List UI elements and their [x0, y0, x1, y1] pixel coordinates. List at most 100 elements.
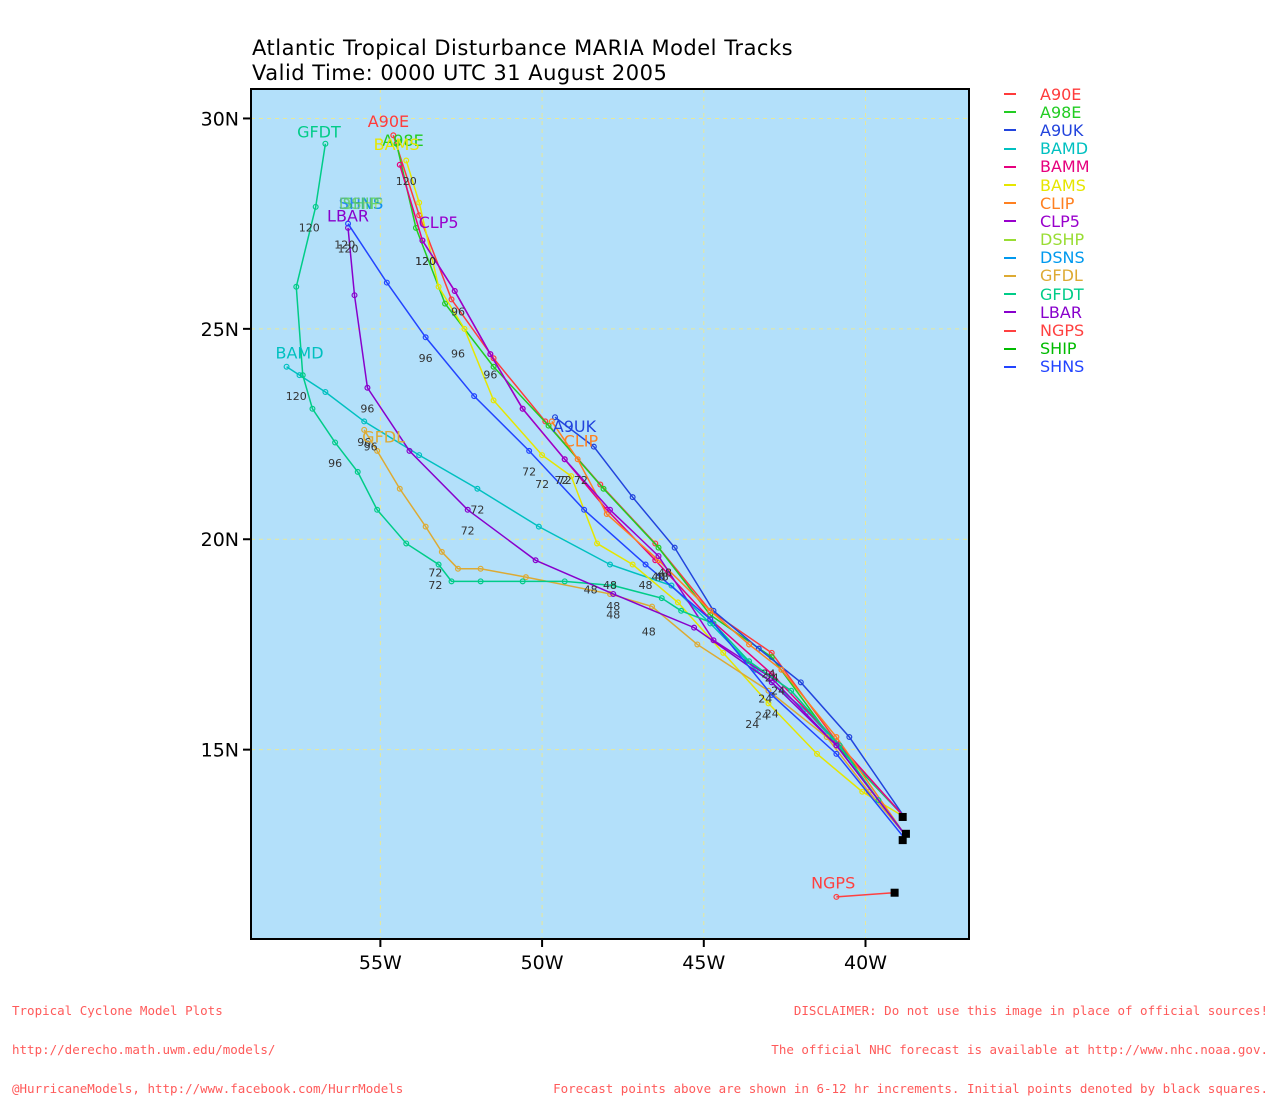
- legend-swatch: [1004, 239, 1016, 241]
- forecast-hour-label: 96: [419, 352, 433, 365]
- forecast-hour-label: 120: [286, 390, 307, 403]
- forecast-hour-label: 72: [574, 474, 588, 487]
- legend-item-gfdl: GFDL: [1004, 267, 1090, 285]
- legend-label: DSNS: [1040, 248, 1085, 267]
- legend-swatch: [1004, 330, 1016, 332]
- legend-item-ngps: NGPS: [1004, 321, 1090, 339]
- x-tick-label: 55W: [359, 952, 402, 974]
- legend-label: A98E: [1040, 103, 1081, 122]
- forecast-hour-label: 72: [470, 503, 484, 516]
- legend-swatch: [1004, 166, 1016, 168]
- forecast-hour-label: 48: [655, 571, 669, 584]
- forecast-hour-label: 72: [428, 566, 442, 579]
- forecast-hour-label: 120: [415, 255, 436, 268]
- initial-point-marker: [891, 889, 899, 897]
- x-tick-label: 40W: [844, 952, 887, 974]
- footer-left: Tropical Cyclone Model Plots http://dere…: [12, 978, 403, 1108]
- legend-label: LBAR: [1040, 303, 1082, 322]
- initial-point-marker: [899, 813, 907, 821]
- legend-item-dsns: DSNS: [1004, 249, 1090, 267]
- legend-label: SHNS: [1040, 357, 1084, 376]
- legend-label: A9UK: [1040, 121, 1083, 140]
- legend-swatch: [1004, 148, 1016, 150]
- track-label-ngps: NGPS: [811, 874, 855, 893]
- legend-label: BAMM: [1040, 157, 1090, 176]
- footer-right-line: Forecast points above are shown in 6-12 …: [553, 1082, 1268, 1095]
- footer-right: DISCLAIMER: Do not use this image in pla…: [553, 978, 1268, 1108]
- forecast-hour-label: 24: [765, 672, 779, 685]
- legend-item-a9uk: A9UK: [1004, 121, 1090, 139]
- forecast-hour-label: 72: [554, 474, 568, 487]
- legend-label: BAMS: [1040, 176, 1086, 195]
- forecast-hour-label: 72: [535, 478, 549, 491]
- legend-label: DSHP: [1040, 230, 1084, 249]
- legend-item-bams: BAMS: [1004, 176, 1090, 194]
- legend-swatch: [1004, 366, 1016, 368]
- forecast-hour-label: 96: [451, 348, 465, 361]
- track-label-bamd: BAMD: [275, 343, 323, 362]
- forecast-hour-label: 24: [765, 707, 779, 720]
- legend-label: A90E: [1040, 85, 1081, 104]
- forecast-hour-label: 24: [758, 693, 772, 706]
- legend-swatch: [1004, 311, 1016, 313]
- initial-point-marker: [899, 836, 907, 844]
- forecast-hour-label: 96: [451, 306, 465, 319]
- legend-label: SHIP: [1040, 339, 1077, 358]
- legend-item-bamm: BAMM: [1004, 158, 1090, 176]
- forecast-hour-label: 96: [483, 369, 497, 382]
- forecast-hour-label: 72: [461, 524, 475, 537]
- forecast-hour-label: 48: [603, 579, 617, 592]
- legend-item-ship: SHIP: [1004, 340, 1090, 358]
- legend-swatch: [1004, 202, 1016, 204]
- legend-swatch: [1004, 293, 1016, 295]
- track-label-gfdl: GFDL: [362, 427, 405, 446]
- legend-item-gfdt: GFDT: [1004, 285, 1090, 303]
- y-tick-label: 15N: [201, 740, 239, 762]
- legend-swatch: [1004, 111, 1016, 113]
- track-label-gfdt: GFDT: [297, 122, 341, 141]
- legend-swatch: [1004, 93, 1016, 95]
- legend-item-lbar: LBAR: [1004, 303, 1090, 321]
- footer-right-line: The official NHC forecast is available a…: [553, 1043, 1268, 1056]
- legend-label: NGPS: [1040, 321, 1084, 340]
- legend-item-clp5: CLP5: [1004, 212, 1090, 230]
- y-tick-label: 25N: [201, 319, 239, 341]
- legend-label: CLP5: [1040, 212, 1080, 231]
- legend-item-dshp: DSHP: [1004, 231, 1090, 249]
- x-tick-label: 45W: [682, 952, 725, 974]
- legend-label: CLIP: [1040, 194, 1074, 213]
- forecast-hour-label: 48: [639, 579, 653, 592]
- forecast-hour-label: 72: [522, 466, 536, 479]
- legend-item-shns: SHNS: [1004, 358, 1090, 376]
- legend-item-a98e: A98E: [1004, 103, 1090, 121]
- footer-left-line: @HurricaneModels, http://www.facebook.co…: [12, 1082, 403, 1095]
- forecast-hour-label: 120: [334, 238, 355, 251]
- forecast-hour-label: 120: [396, 175, 417, 188]
- legend-label: GFDL: [1040, 266, 1083, 285]
- track-label-a90e: A90E: [368, 112, 409, 131]
- legend-swatch: [1004, 275, 1016, 277]
- x-tick-label: 50W: [521, 952, 564, 974]
- legend-swatch: [1004, 129, 1016, 131]
- legend-swatch: [1004, 348, 1016, 350]
- y-tick-label: 20N: [201, 529, 239, 551]
- track-label-bams: BAMS: [374, 135, 420, 154]
- legend-item-clip: CLIP: [1004, 194, 1090, 212]
- chart-title: Atlantic Tropical Disturbance MARIA Mode…: [252, 36, 793, 60]
- footer-right-line: DISCLAIMER: Do not use this image in pla…: [553, 1004, 1268, 1017]
- chart-subtitle: Valid Time: 0000 UTC 31 August 2005: [252, 61, 667, 85]
- legend: A90E A98E A9UK BAMD BAMM BAMS CLIP CLP5 DSHP DSNS…: [1004, 85, 1090, 376]
- legend-label: GFDT: [1040, 285, 1084, 304]
- legend-label: BAMD: [1040, 139, 1088, 158]
- track-label-overlap: DSHP: [339, 194, 384, 213]
- track-label-clp5: CLP5: [419, 213, 459, 232]
- footer-left-line: Tropical Cyclone Model Plots: [12, 1004, 403, 1017]
- forecast-hour-label: 96: [328, 457, 342, 470]
- forecast-hour-label: 72: [428, 579, 442, 592]
- forecast-hour-label: 48: [584, 583, 598, 596]
- forecast-hour-label: 48: [642, 625, 656, 638]
- forecast-hour-label: 120: [299, 221, 320, 234]
- legend-item-a90e: A90E: [1004, 85, 1090, 103]
- legend-swatch: [1004, 220, 1016, 222]
- legend-swatch: [1004, 257, 1016, 259]
